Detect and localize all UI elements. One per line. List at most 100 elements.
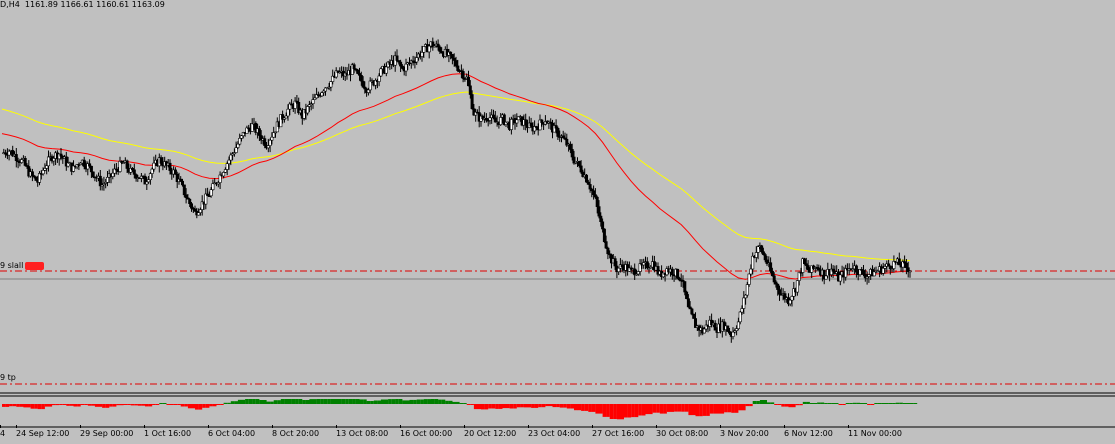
candle-body — [769, 262, 773, 272]
candle-body — [504, 121, 508, 125]
osc-bar-up — [824, 403, 828, 404]
osc-bar-down — [663, 404, 667, 414]
osc-bar-up — [341, 399, 346, 404]
candle-body — [245, 127, 249, 134]
candle-body — [106, 177, 110, 183]
osc-bar-up — [295, 399, 299, 404]
osc-bar-up — [305, 400, 310, 404]
candle-body — [801, 258, 805, 273]
osc-bar-down — [34, 404, 38, 409]
time-axis-tick — [400, 425, 401, 428]
candle-body — [88, 163, 92, 167]
osc-bar-up — [302, 400, 306, 404]
time-axis: 4 24 Sep 12:00 29 Sep 00:00 1 Oct 16:00 6 Oc… — [0, 425, 1115, 442]
osc-bar-down — [645, 404, 650, 415]
candle-body — [302, 109, 306, 119]
candle-body — [25, 165, 29, 167]
osc-bar-down — [591, 404, 596, 412]
osc-bar-down — [788, 404, 793, 408]
osc-bar-up — [413, 399, 417, 404]
candle-body — [488, 117, 492, 121]
osc-bar-down — [659, 404, 664, 414]
osc-bar-down — [870, 404, 875, 405]
candle-body — [173, 169, 177, 175]
candle-body — [250, 123, 254, 132]
osc-bar-down — [792, 404, 796, 408]
candle-body — [356, 69, 360, 74]
osc-bar-down — [477, 404, 481, 410]
osc-bar-down — [616, 404, 621, 420]
candle-body — [713, 322, 717, 331]
osc-bar-up — [338, 399, 342, 404]
candle-body — [540, 119, 544, 123]
candle-body — [331, 75, 335, 82]
candle-body — [838, 274, 842, 282]
osc-bar-up — [863, 403, 868, 404]
candle-body — [223, 169, 227, 173]
candle-body — [100, 184, 104, 187]
osc-bar-down — [566, 404, 571, 409]
candle-body — [788, 299, 792, 305]
osc-bar-down — [180, 404, 185, 407]
candle-body — [197, 212, 201, 216]
candle-body — [184, 194, 188, 199]
candle-body — [565, 138, 569, 146]
osc-bar-up — [820, 402, 825, 404]
osc-bar-down — [495, 404, 499, 409]
candle-body — [888, 265, 892, 270]
candle-body — [765, 259, 769, 264]
osc-bar-down — [148, 404, 153, 407]
candle-body — [143, 175, 147, 185]
time-axis-label: 23 Oct 04:00 — [528, 429, 581, 438]
candle-body — [685, 291, 689, 299]
osc-bar-down — [195, 404, 199, 410]
osc-bar-down — [706, 404, 710, 416]
osc-bar-up — [416, 399, 421, 404]
osc-bar-down — [187, 404, 192, 409]
candle-body — [601, 221, 605, 230]
candle-body — [509, 119, 513, 130]
candle-body — [854, 265, 858, 273]
candle-body — [361, 80, 365, 88]
osc-bar-down — [599, 404, 603, 414]
osc-bar-up — [860, 403, 864, 404]
osc-bar-up — [263, 400, 267, 404]
osc-bar-down — [509, 404, 514, 409]
candle-body — [266, 145, 270, 149]
osc-bar-up — [463, 403, 467, 404]
osc-bar-down — [212, 404, 217, 407]
osc-bar-up — [406, 400, 410, 404]
candle-body — [677, 277, 681, 281]
candle-body — [23, 158, 27, 166]
candle-body — [32, 175, 36, 178]
candle-body — [745, 284, 749, 296]
osc-bar-down — [52, 404, 56, 406]
osc-bar-up — [459, 403, 464, 404]
candle-body — [411, 60, 415, 63]
candle-body — [45, 165, 49, 169]
candle-body — [693, 318, 697, 328]
time-axis-tick — [0, 425, 1, 428]
candle-body — [427, 45, 431, 53]
candle-body — [186, 197, 190, 200]
osc-bar-up — [910, 403, 914, 404]
osc-bar-up — [849, 403, 853, 404]
candle-body — [586, 181, 590, 185]
candle-body — [792, 288, 796, 297]
osc-bar-up — [877, 403, 882, 404]
candle-body — [645, 261, 649, 269]
time-axis-label: 20 Oct 12:00 — [464, 429, 517, 438]
osc-bar-down — [209, 404, 213, 407]
candle-body — [222, 172, 226, 177]
candle-body — [43, 168, 47, 171]
time-axis-tick — [592, 425, 593, 428]
candle-body — [681, 279, 685, 282]
candle-body — [395, 55, 399, 61]
candle-body — [904, 262, 908, 269]
candle-body — [399, 61, 403, 67]
osc-bar-down — [548, 404, 553, 407]
osc-bar-up — [802, 401, 807, 404]
candle-body — [450, 54, 454, 59]
